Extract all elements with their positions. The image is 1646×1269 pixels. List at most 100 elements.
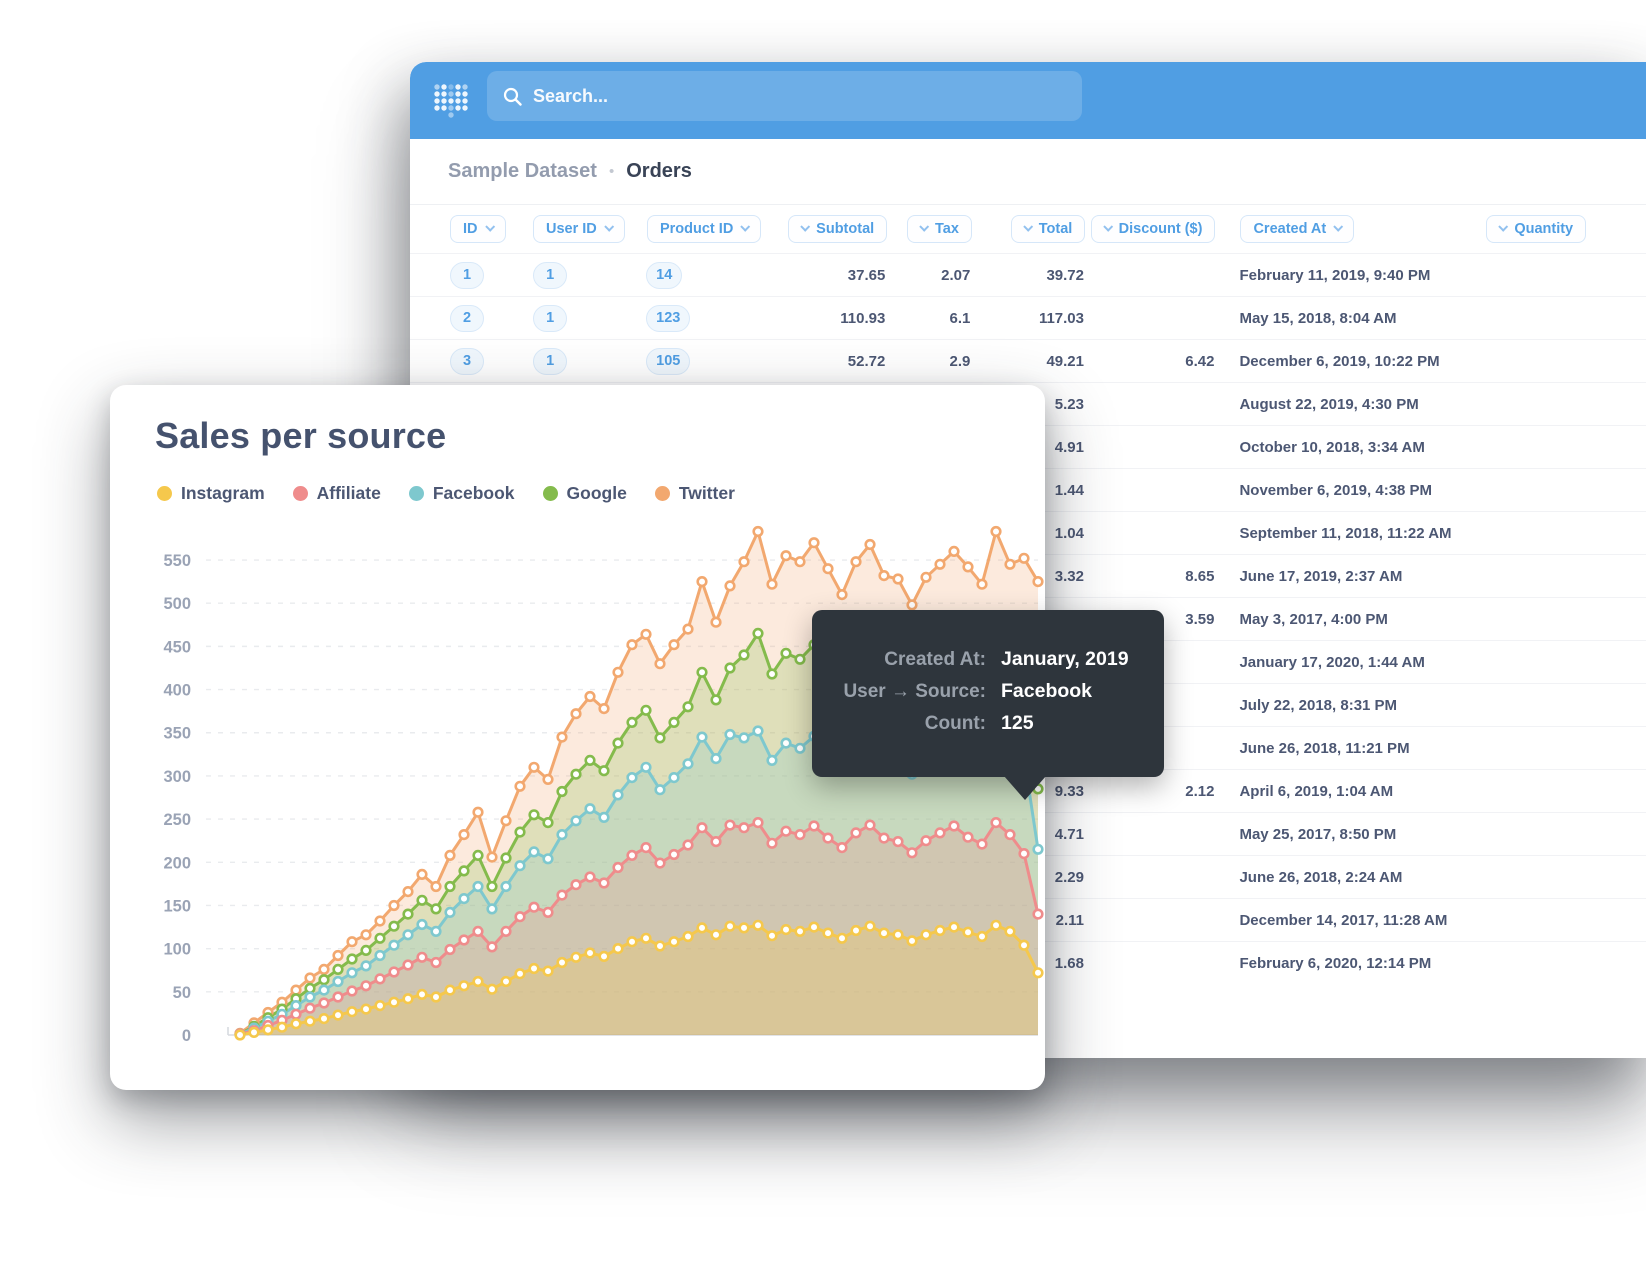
created-at-cell: January 17, 2020, 1:44 AM [1239, 653, 1425, 671]
table-row[interactable]: 2 1 123 110.93 6.1 117.03 May 15, 2018, … [410, 296, 1646, 339]
legend-item-instagram[interactable]: Instagram [157, 483, 265, 504]
legend-dot [408, 486, 424, 501]
column-header-subtotal[interactable]: Subtotal [788, 215, 888, 243]
user-id-cell[interactable]: 1 [533, 261, 568, 289]
y-axis-tick: 550 [163, 552, 191, 570]
y-axis-tick: 500 [163, 595, 191, 613]
legend-item-google[interactable]: Google [542, 483, 627, 504]
metabase-logo[interactable] [432, 82, 470, 120]
product-id-cell[interactable]: 105 [646, 347, 691, 375]
search-input[interactable] [533, 85, 1066, 107]
created-at-cell: June 17, 2019, 2:37 AM [1239, 567, 1403, 585]
created-at-cell: April 6, 2019, 1:04 AM [1239, 782, 1394, 800]
created-at-cell: September 11, 2018, 11:22 AM [1239, 524, 1452, 542]
search-icon [503, 87, 522, 106]
tooltip-value: January, 2019 [1001, 648, 1129, 670]
created-at-cell: October 10, 2018, 3:34 AM [1239, 438, 1425, 456]
product-id-cell[interactable]: 123 [646, 304, 691, 332]
created-at-cell: February 6, 2020, 12:14 PM [1239, 954, 1432, 972]
legend-dot [292, 486, 308, 501]
legend-item-facebook[interactable]: Facebook [408, 483, 515, 504]
table-row[interactable]: 5.23 August 22, 2019, 4:30 PM [410, 382, 1646, 425]
discount-cell: 8.65 [1185, 567, 1215, 585]
tax-cell: 2.07 [941, 266, 971, 284]
breadcrumb-dataset[interactable]: Sample Dataset [448, 160, 597, 182]
tooltip-row: User → Source: Facebook [822, 680, 1140, 703]
sales-per-source-chart[interactable]: 0 50 100 150 200 250 300 350 400 450 500 550 [110, 510, 1045, 1055]
table-row[interactable]: 3 1 105 52.72 2.9 49.21 6.42 December 6,… [410, 339, 1646, 382]
total-cell: 1.44 [1054, 481, 1084, 499]
chevron-down-icon [800, 221, 811, 232]
total-cell: 39.72 [1046, 266, 1084, 284]
discount-cell: 6.42 [1185, 352, 1215, 370]
tooltip-value: Facebook [1001, 680, 1093, 702]
y-axis-tick: 450 [163, 638, 191, 656]
legend-dot [654, 486, 670, 501]
chevron-down-icon [484, 221, 495, 232]
total-cell: 4.71 [1054, 825, 1084, 843]
tax-cell: 6.1 [949, 309, 971, 327]
y-axis-tick: 350 [163, 725, 191, 743]
y-axis-tick: 50 [173, 984, 191, 1002]
tooltip-label: Count: [924, 713, 986, 734]
subtotal-cell: 52.72 [847, 352, 886, 370]
chevron-down-icon [919, 221, 930, 232]
legend-dot [542, 486, 558, 501]
id-cell[interactable]: 1 [450, 261, 484, 289]
search-bar[interactable] [487, 71, 1082, 121]
user-id-cell[interactable]: 1 [533, 304, 568, 332]
legend-label: Twitter [678, 483, 735, 503]
column-header-quantity[interactable]: Quantity [1486, 215, 1587, 243]
column-header-discount[interactable]: Discount ($) [1090, 215, 1216, 243]
legend-label: Google [566, 483, 627, 503]
total-cell: 2.29 [1054, 868, 1084, 886]
created-at-cell: May 3, 2017, 4:00 PM [1239, 610, 1388, 628]
legend-item-twitter[interactable]: Twitter [654, 483, 735, 504]
column-header-tax[interactable]: Tax [907, 215, 972, 243]
product-id-cell[interactable]: 14 [646, 261, 683, 289]
column-header-user-id[interactable]: User ID [532, 215, 625, 243]
tooltip-value: 125 [1001, 712, 1034, 734]
subtotal-cell: 110.93 [840, 309, 886, 327]
breadcrumb: Sample Dataset • Orders [410, 139, 1646, 205]
breadcrumb-separator: • [608, 163, 615, 180]
tooltip-label: User → Source: [843, 681, 986, 702]
page-title: Orders [626, 160, 692, 182]
table-header-row: ID User ID Product ID Subtotal Tax Total… [410, 205, 1646, 253]
total-cell: 1.04 [1054, 524, 1084, 542]
chevron-down-icon [1498, 221, 1509, 232]
id-cell[interactable]: 3 [450, 347, 484, 375]
column-header-created-at[interactable]: Created At [1240, 215, 1355, 243]
legend-item-affiliate[interactable]: Affiliate [292, 483, 381, 504]
id-cell[interactable]: 2 [450, 304, 484, 332]
chart-title: Sales per source [155, 415, 447, 456]
total-cell: 117.03 [1038, 309, 1084, 327]
created-at-cell: February 11, 2019, 9:40 PM [1239, 266, 1431, 284]
total-cell: 5.23 [1054, 395, 1084, 413]
discount-cell: 3.59 [1185, 610, 1215, 628]
y-axis-tick: 0 [182, 1027, 191, 1045]
table-row[interactable]: 1 1 14 37.65 2.07 39.72 February 11, 201… [410, 253, 1646, 296]
chevron-down-icon [1023, 221, 1033, 232]
total-cell: 49.21 [1046, 352, 1084, 370]
tax-cell: 2.9 [949, 352, 971, 370]
column-header-id[interactable]: ID [450, 215, 506, 243]
legend-label: Affiliate [316, 483, 381, 503]
user-id-cell[interactable]: 1 [533, 347, 568, 375]
total-cell: 2.11 [1055, 911, 1084, 929]
column-header-product-id[interactable]: Product ID [646, 215, 762, 243]
chevron-down-icon [604, 221, 614, 232]
y-axis-tick: 200 [163, 854, 191, 872]
y-axis-tick: 300 [163, 768, 191, 786]
created-at-cell: August 22, 2019, 4:30 PM [1239, 395, 1419, 413]
total-cell: 9.33 [1054, 782, 1084, 800]
app-header [410, 62, 1646, 139]
y-axis-tick: 250 [163, 811, 191, 829]
legend-label: Facebook [432, 483, 515, 503]
created-at-cell: July 22, 2018, 8:31 PM [1239, 696, 1398, 714]
created-at-cell: November 6, 2019, 4:38 PM [1239, 481, 1433, 499]
created-at-cell: June 26, 2018, 11:21 PM [1239, 739, 1410, 757]
legend-dot [157, 486, 172, 501]
tooltip-label: Created At: [884, 649, 986, 670]
column-header-total[interactable]: Total [1010, 215, 1086, 243]
